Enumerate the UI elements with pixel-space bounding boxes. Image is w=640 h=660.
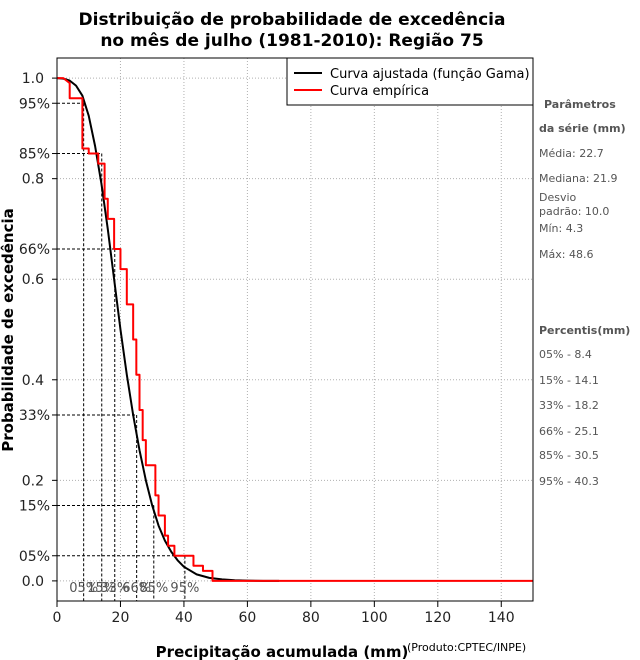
pct-y-tick-label: 66% [19,242,50,258]
chart-title-line2: no mês de julho (1981-2010): Região 75 [100,31,483,51]
x-tick-label: 60 [238,610,256,626]
x-tick-label: 100 [361,610,388,626]
pct-y-tick-label: 05% [19,549,50,565]
y-tick-label: 0.6 [22,272,44,288]
legend-label-empirical: Curva empírica [330,84,429,99]
empirical-curve [57,77,533,582]
series-lines [56,77,533,582]
param-stddev-line1: Desvio [539,191,577,204]
x-tick-label: 40 [175,610,193,626]
x-tick-label: 0 [53,610,62,626]
legend: Curva ajustada (função Gama) Curva empír… [286,57,534,106]
x-tick-label: 80 [302,610,320,626]
x-tick-label: 120 [424,610,451,626]
pct-x-label: 05% [69,581,98,596]
params-heading-1: Parâmetros [544,98,616,111]
pct-x-label: 85% [139,581,168,596]
pct-y-tick-label: 95% [19,96,50,112]
side-panel: Parâmetros da série (mm) Média: 22.7 Med… [539,98,630,488]
percentile-x-labels: 05%15%33%66%85% 95% [69,581,199,596]
param-min: Mín: 4.3 [539,222,583,235]
pct-x-label: 95% [170,581,199,596]
fitted-gamma-curve [56,77,280,582]
y-tick-label: 0.0 [22,574,44,590]
pct-x-label: 33% [100,581,129,596]
x-axis-title: Precipitação acumulada (mm) [156,643,409,660]
percentile-y-ticks: 05% 15% 33% 66% 85% 95% [19,96,57,565]
pct-x-label: 66% [122,581,151,596]
y-tick-label: 0.4 [22,373,44,389]
legend-label-fitted: Curva ajustada (função Gama) [330,67,530,82]
params-heading-2: da série (mm) [539,122,626,135]
y-tick-label: 0.2 [22,473,44,489]
percentile-05: 05% - 8.4 [539,348,592,361]
pct-y-tick-label: 85% [19,147,50,163]
percentile-33: 33% - 18.2 [539,399,599,412]
pct-y-tick-label: 15% [19,498,50,514]
percentile-66: 66% - 25.1 [539,425,599,438]
y-tick-label: 0.8 [22,172,44,188]
legend-box [286,57,534,106]
grid-lines [57,58,533,601]
pct-x-label: 15% [87,581,116,596]
param-median: Mediana: 21.9 [539,172,617,185]
x-axis-ticks: 0 20 40 60 80 100 120 140 [53,601,515,626]
y-tick-label: 1.0 [22,71,44,87]
percentile-guides [57,102,186,601]
y-axis-title: Probabilidade de excedência [0,208,17,452]
percentile-95: 95% - 40.3 [539,475,599,488]
param-stddev-line2: padrão: 10.0 [539,205,609,218]
percentile-85: 85% - 30.5 [539,449,599,462]
chart-title-line1: Distribuição de probabilidade de excedên… [79,10,506,30]
pct-y-tick-label: 33% [19,408,50,424]
param-mean: Média: 22.7 [539,147,604,160]
x-tick-label: 20 [112,610,130,626]
credit-label: (Produto:CPTEC/INPE) [407,641,526,654]
x-tick-label: 140 [488,610,515,626]
plot-frame [56,57,534,602]
y-axis-ticks: 0.0 0.2 0.4 0.6 0.8 1.0 [22,71,57,590]
percentile-15: 15% - 14.1 [539,374,599,387]
percentis-heading: Percentis(mm) [539,324,630,337]
param-max: Máx: 48.6 [539,248,593,261]
